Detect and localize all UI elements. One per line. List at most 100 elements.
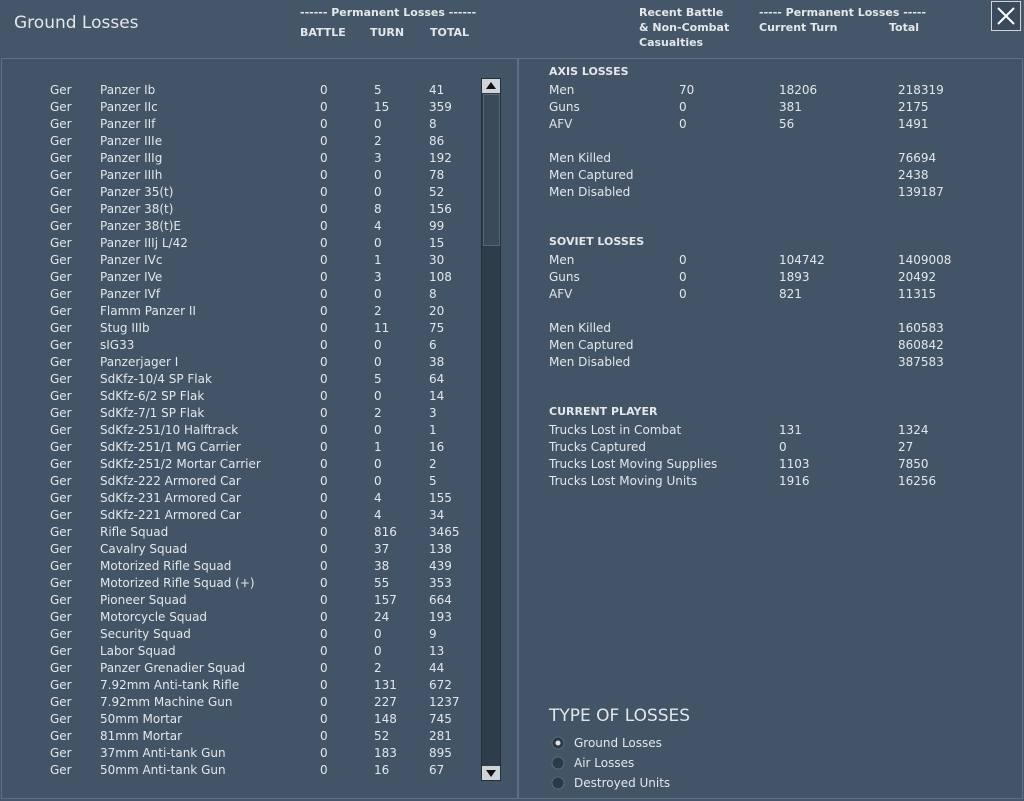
- total-value: 1409008: [898, 253, 952, 267]
- column-header: Casualties: [639, 36, 704, 49]
- total: 75: [429, 321, 445, 335]
- radio-label[interactable]: Air Losses: [574, 756, 635, 770]
- battle: 0: [320, 593, 328, 607]
- current-value: 131: [779, 423, 802, 437]
- turn: 38: [374, 559, 390, 573]
- unit-name: SdKfz-7/1 SP Flak: [100, 406, 205, 420]
- total: 34: [429, 508, 445, 522]
- left-panel: [1, 58, 518, 799]
- total: 6: [429, 338, 437, 352]
- section-title: TYPE OF LOSSES: [549, 705, 691, 726]
- battle: 0: [320, 389, 328, 403]
- battle: 0: [320, 712, 328, 726]
- turn: 816: [374, 525, 397, 539]
- turn: 2: [374, 661, 382, 675]
- nation: Ger: [50, 661, 72, 675]
- turn: 5: [374, 83, 382, 97]
- unit-name: SdKfz-231 Armored Car: [100, 491, 241, 505]
- row-label: Men: [549, 83, 575, 97]
- radio-label[interactable]: Destroyed Units: [574, 776, 671, 790]
- radio-button[interactable]: [551, 756, 565, 770]
- battle: 0: [320, 491, 328, 505]
- unit-name: 7.92mm Machine Gun: [100, 695, 233, 709]
- nation: Ger: [50, 168, 72, 182]
- scroll-thumb[interactable]: [483, 94, 500, 246]
- total-value: 139187: [898, 185, 944, 199]
- turn: 2: [374, 134, 382, 148]
- nation: Ger: [50, 525, 72, 539]
- total: 41: [429, 83, 445, 97]
- nation: Ger: [50, 491, 72, 505]
- right-panel: [518, 58, 1023, 799]
- column-header: Recent Battle: [639, 6, 724, 19]
- total: 672: [429, 678, 452, 692]
- section-title: SOVIET LOSSES: [549, 235, 645, 248]
- turn: 0: [374, 644, 382, 658]
- total: 44: [429, 661, 445, 675]
- row-label: Men Disabled: [549, 355, 631, 369]
- turn: 0: [374, 474, 382, 488]
- total-value: 1491: [898, 117, 929, 131]
- scrollbar[interactable]: [481, 78, 501, 781]
- nation: Ger: [50, 100, 72, 114]
- battle: 0: [320, 457, 328, 471]
- total-value: 76694: [898, 151, 937, 165]
- column-group: ------ Permanent Losses ------: [300, 6, 477, 19]
- total: 9: [429, 627, 437, 641]
- turn: 16: [374, 763, 390, 777]
- battle: 0: [320, 746, 328, 760]
- unit-name: Security Squad: [100, 627, 191, 641]
- current-value: 1893: [779, 270, 810, 284]
- total: 3: [429, 406, 437, 420]
- nation: Ger: [50, 423, 72, 437]
- battle: 0: [320, 695, 328, 709]
- nation: Ger: [50, 712, 72, 726]
- unit-name: Panzer 38(t): [100, 202, 174, 216]
- turn: 0: [374, 338, 382, 352]
- nation: Ger: [50, 457, 72, 471]
- recent-value: 0: [679, 117, 687, 131]
- turn: 227: [374, 695, 397, 709]
- turn: 55: [374, 576, 390, 590]
- unit-name: Panzer IIIj L/42: [100, 236, 188, 250]
- nation: Ger: [50, 151, 72, 165]
- total-value: 16256: [898, 474, 937, 488]
- battle: 0: [320, 202, 328, 216]
- nation: Ger: [50, 644, 72, 658]
- nation: Ger: [50, 83, 72, 97]
- scroll-up[interactable]: [482, 79, 500, 93]
- unit-name: sIG33: [100, 338, 135, 352]
- radio-button[interactable]: [551, 736, 565, 750]
- current-value: 18206: [779, 83, 818, 97]
- close-button[interactable]: [991, 1, 1021, 31]
- turn: 4: [374, 491, 382, 505]
- turn: 3: [374, 151, 382, 165]
- unit-name: Panzer IIf: [100, 117, 156, 131]
- unit-name: Panzer IIc: [100, 100, 158, 114]
- total: 8: [429, 287, 437, 301]
- current-value: 1916: [779, 474, 810, 488]
- row-label: Men Killed: [549, 151, 612, 165]
- total: 13: [429, 644, 445, 658]
- scroll-down[interactable]: [482, 766, 500, 780]
- unit-name: Panzerjager I: [100, 355, 179, 369]
- nation: Ger: [50, 406, 72, 420]
- total: 2: [429, 457, 437, 471]
- turn: 0: [374, 236, 382, 250]
- nation: Ger: [50, 117, 72, 131]
- nation: Ger: [50, 202, 72, 216]
- total: 353: [429, 576, 452, 590]
- unit-name: Panzer Grenadier Squad: [100, 661, 246, 675]
- battle: 0: [320, 661, 328, 675]
- row-label: Guns: [549, 270, 580, 284]
- row-label: Men: [549, 253, 575, 267]
- row-label: Trucks Lost Moving Units: [549, 474, 698, 488]
- battle: 0: [320, 678, 328, 692]
- nation: Ger: [50, 304, 72, 318]
- unit-name: SdKfz-221 Armored Car: [100, 508, 241, 522]
- radio-label[interactable]: Ground Losses: [574, 736, 662, 750]
- radio-button[interactable]: [551, 776, 565, 790]
- unit-name: Panzer 38(t)E: [100, 219, 182, 233]
- battle: 0: [320, 372, 328, 386]
